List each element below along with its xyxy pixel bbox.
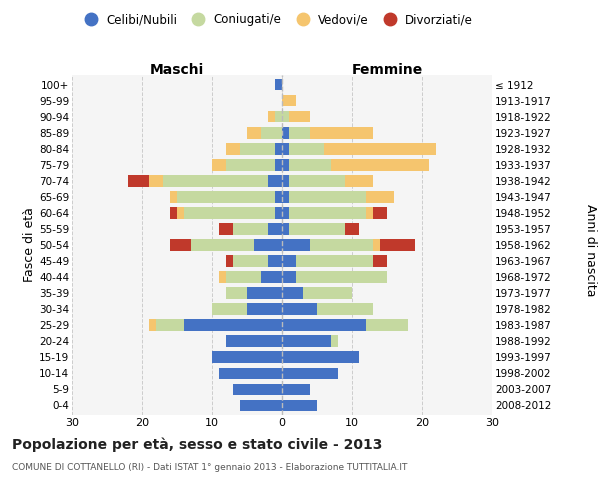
Bar [282,191,289,202]
Bar [275,143,282,154]
Bar [282,384,310,395]
Text: Anni di nascita: Anni di nascita [584,204,597,296]
Bar [282,352,359,363]
Bar [282,223,289,234]
Bar [128,175,149,186]
Bar [240,400,282,411]
Bar [275,207,282,218]
Bar [163,175,268,186]
Bar [282,175,289,186]
Text: Popolazione per età, sesso e stato civile - 2013: Popolazione per età, sesso e stato civil… [12,438,382,452]
Bar [282,159,289,170]
Bar [289,111,310,122]
Bar [219,223,233,234]
Bar [289,143,324,154]
Bar [324,143,436,154]
Bar [380,239,415,251]
Bar [366,191,394,202]
Bar [289,175,345,186]
Bar [275,111,282,122]
Bar [310,127,373,138]
Bar [303,288,352,299]
Bar [268,223,282,234]
Bar [233,256,268,267]
Bar [170,191,177,202]
Bar [226,256,233,267]
Bar [282,239,310,251]
Text: Maschi: Maschi [150,62,204,76]
Bar [177,191,275,202]
Bar [282,207,289,218]
Bar [226,288,247,299]
Bar [170,207,177,218]
Bar [170,239,191,251]
Bar [254,239,282,251]
Bar [373,256,387,267]
Bar [345,223,359,234]
Bar [226,159,275,170]
Bar [373,207,387,218]
Bar [184,207,275,218]
Bar [282,95,296,106]
Bar [373,239,380,251]
Bar [310,239,373,251]
Bar [247,127,261,138]
Bar [212,352,282,363]
Bar [226,336,282,347]
Bar [282,368,338,379]
Bar [331,159,429,170]
Bar [282,256,296,267]
Bar [345,175,373,186]
Bar [247,288,282,299]
Text: COMUNE DI COTTANELLO (RI) - Dati ISTAT 1° gennaio 2013 - Elaborazione TUTTITALIA: COMUNE DI COTTANELLO (RI) - Dati ISTAT 1… [12,462,407,471]
Bar [212,304,247,315]
Bar [268,111,275,122]
Bar [331,336,338,347]
Bar [289,127,310,138]
Bar [261,127,282,138]
Bar [275,79,282,90]
Bar [282,143,289,154]
Bar [366,320,408,331]
Bar [289,159,331,170]
Bar [191,239,254,251]
Bar [240,143,275,154]
Bar [282,304,317,315]
Bar [282,288,303,299]
Bar [149,320,156,331]
Bar [282,336,331,347]
Bar [226,272,261,283]
Bar [219,272,226,283]
Legend: Celibi/Nubili, Coniugati/e, Vedovi/e, Divorziati/e: Celibi/Nubili, Coniugati/e, Vedovi/e, Di… [74,8,478,31]
Bar [296,256,373,267]
Bar [184,320,282,331]
Bar [317,304,373,315]
Bar [275,159,282,170]
Bar [282,127,289,138]
Bar [282,272,296,283]
Bar [268,175,282,186]
Bar [275,191,282,202]
Bar [282,111,289,122]
Bar [149,175,163,186]
Y-axis label: Fasce di età: Fasce di età [23,208,36,282]
Bar [282,400,317,411]
Bar [366,207,373,218]
Bar [233,384,282,395]
Text: Femmine: Femmine [352,62,422,76]
Bar [261,272,282,283]
Bar [226,143,240,154]
Bar [219,368,282,379]
Bar [289,191,366,202]
Bar [289,223,345,234]
Bar [156,320,184,331]
Bar [247,304,282,315]
Bar [212,159,226,170]
Bar [177,207,184,218]
Bar [296,272,387,283]
Bar [268,256,282,267]
Bar [289,207,366,218]
Bar [233,223,268,234]
Bar [282,320,366,331]
